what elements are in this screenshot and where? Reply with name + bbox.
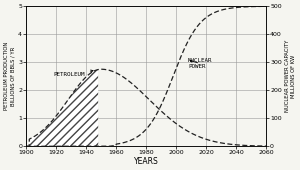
Text: NUCLEAR
POWER: NUCLEAR POWER [188,58,213,69]
X-axis label: YEARS: YEARS [134,157,158,166]
Y-axis label: NUCLEAR POWER CAPACITY
MILLIONS OF KW: NUCLEAR POWER CAPACITY MILLIONS OF KW [285,40,296,112]
Y-axis label: PETROLEUM PRODUCTION
BILLIONS OF BBLS / YR: PETROLEUM PRODUCTION BILLIONS OF BBLS / … [4,42,15,110]
Text: PETROLEUM: PETROLEUM [53,70,93,77]
